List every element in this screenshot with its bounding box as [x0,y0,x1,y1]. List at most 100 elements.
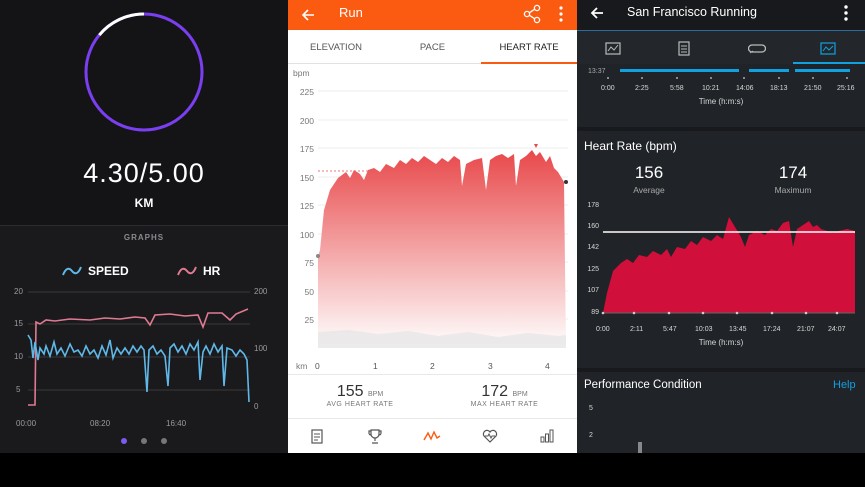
x-tick: 0:00 [601,85,615,92]
y-tick: 225 [299,87,314,97]
progress-ring-remaining [98,12,145,37]
y-tick: 142 [587,244,599,251]
prev-chart-line [620,69,850,72]
tab-heart-rate[interactable]: HEART RATE [499,42,559,53]
x-tick: 5:47 [663,326,677,333]
divider [0,225,288,226]
perf-bar [638,442,642,453]
graphs-title: GRAPHS [123,233,165,242]
distance-progress: 4.30/5.00 [83,158,205,188]
x-tick: 21:07 [797,326,815,333]
page-dot[interactable] [141,438,147,444]
app-header: San Francisco Running [577,0,865,28]
x-tick: 2:25 [635,85,649,92]
legend-speed-label: SPEED [88,264,129,278]
x-tick: 1 [373,361,378,371]
page-dot-active[interactable] [121,438,127,444]
share-icon[interactable] [522,4,542,24]
help-link[interactable]: Help [833,379,856,391]
y-tick: 175 [299,144,314,154]
heart-rate-area [318,150,566,348]
performance-condition-section: Performance Condition Help 5 2 [577,372,865,453]
bottom-nav [288,418,577,453]
avg-hr-stat: 155 BPM AVG HEART RATE [288,383,432,408]
section-title: Performance Condition [584,379,702,391]
hr-wave-icon [177,266,197,276]
y-tick: 100 [299,230,314,240]
avg-hr-unit: BPM [367,391,384,398]
divider [288,374,577,375]
max-hr-label: Maximum [774,185,812,195]
x-tick: 2:11 [630,326,644,333]
x-tick: 3 [488,361,493,371]
charts-icon[interactable] [820,42,836,55]
x-tick: 24:07 [828,326,846,333]
avg-hr-value: 156 [634,163,664,182]
x-tick: 5:58 [670,85,684,92]
speed-wave-icon [62,266,82,276]
elevation-backdrop [318,330,566,348]
speed-hr-chart [27,291,250,406]
y-tick: 2 [589,432,593,439]
y-left-tick: 10 [14,352,23,361]
x-unit: km [296,361,308,371]
trophy-icon[interactable] [368,429,382,444]
y-tick: 5 [589,405,593,412]
summary-icon[interactable] [311,429,323,444]
y-tick: 160 [587,223,599,230]
max-marker [534,144,538,148]
selected-tab-indicator [793,62,865,65]
stats-icon[interactable] [540,429,554,443]
tab-elevation[interactable]: ELEVATION [310,42,362,53]
progress-section [0,0,288,225]
start-marker [316,254,320,258]
avg-hr-value: 155 [336,383,364,400]
section-title: Heart Rate (bpm) [584,139,677,153]
y-tick: 125 [299,201,314,211]
back-arrow-icon[interactable] [589,5,605,21]
end-marker [564,180,568,184]
analysis-icon[interactable] [423,429,441,444]
app-header: Run [288,0,577,30]
tab-bar [577,30,865,65]
y-unit: bpm [293,68,310,78]
y-left-tick: 20 [14,287,23,296]
x-tick: 13:45 [729,326,747,333]
heart-rate-section: Heart Rate (bpm) 156 Average 174 Maximum… [577,131,865,368]
max-hr-unit: BPM [512,391,528,398]
y-tick: 150 [299,173,314,183]
x-tick: 0:00 [596,326,610,333]
overflow-menu-icon[interactable] [843,4,849,22]
laps-icon[interactable] [748,42,766,55]
hr-line [28,308,249,406]
x-tick: 00:00 [16,419,37,428]
max-hr-stat: 172 BPM MAX HEART RATE [432,383,577,408]
back-arrow-icon[interactable] [300,7,316,23]
heart-icon[interactable] [482,429,498,443]
x-tick: 0 [315,361,320,371]
previous-chart-section: 13:37 0:00 2:25 5:58 10:21 14:06 18:13 2… [577,64,865,127]
overflow-menu-icon[interactable] [558,5,564,23]
page-dot[interactable] [161,438,167,444]
x-tick: 14:06 [736,85,754,92]
y-right-tick: 0 [254,402,259,411]
avg-hr-label: AVG HEART RATE [326,401,394,408]
x-tick: 08:20 [90,419,111,428]
map-icon[interactable] [605,42,621,55]
strava-run-panel: Run ELEVATION PACE HEART RATE bpm 225 20… [288,0,577,453]
gap [739,69,749,72]
details-icon[interactable] [678,41,690,56]
x-tick: 17:24 [763,326,781,333]
y-right-tick: 100 [254,344,268,353]
x-tick: 18:13 [770,85,788,92]
tab-bar: ELEVATION PACE HEART RATE [288,30,577,64]
x-tick: 16:40 [166,419,187,428]
x-tick: 10:03 [695,326,713,333]
max-hr-value: 174 [778,163,808,182]
legend-hr-label: HR [203,264,221,278]
screen-bottom-bar [0,453,865,487]
tab-pace[interactable]: PACE [419,42,446,53]
y-tick: 75 [304,258,314,268]
progress-ring [84,12,204,132]
gap [789,69,795,72]
